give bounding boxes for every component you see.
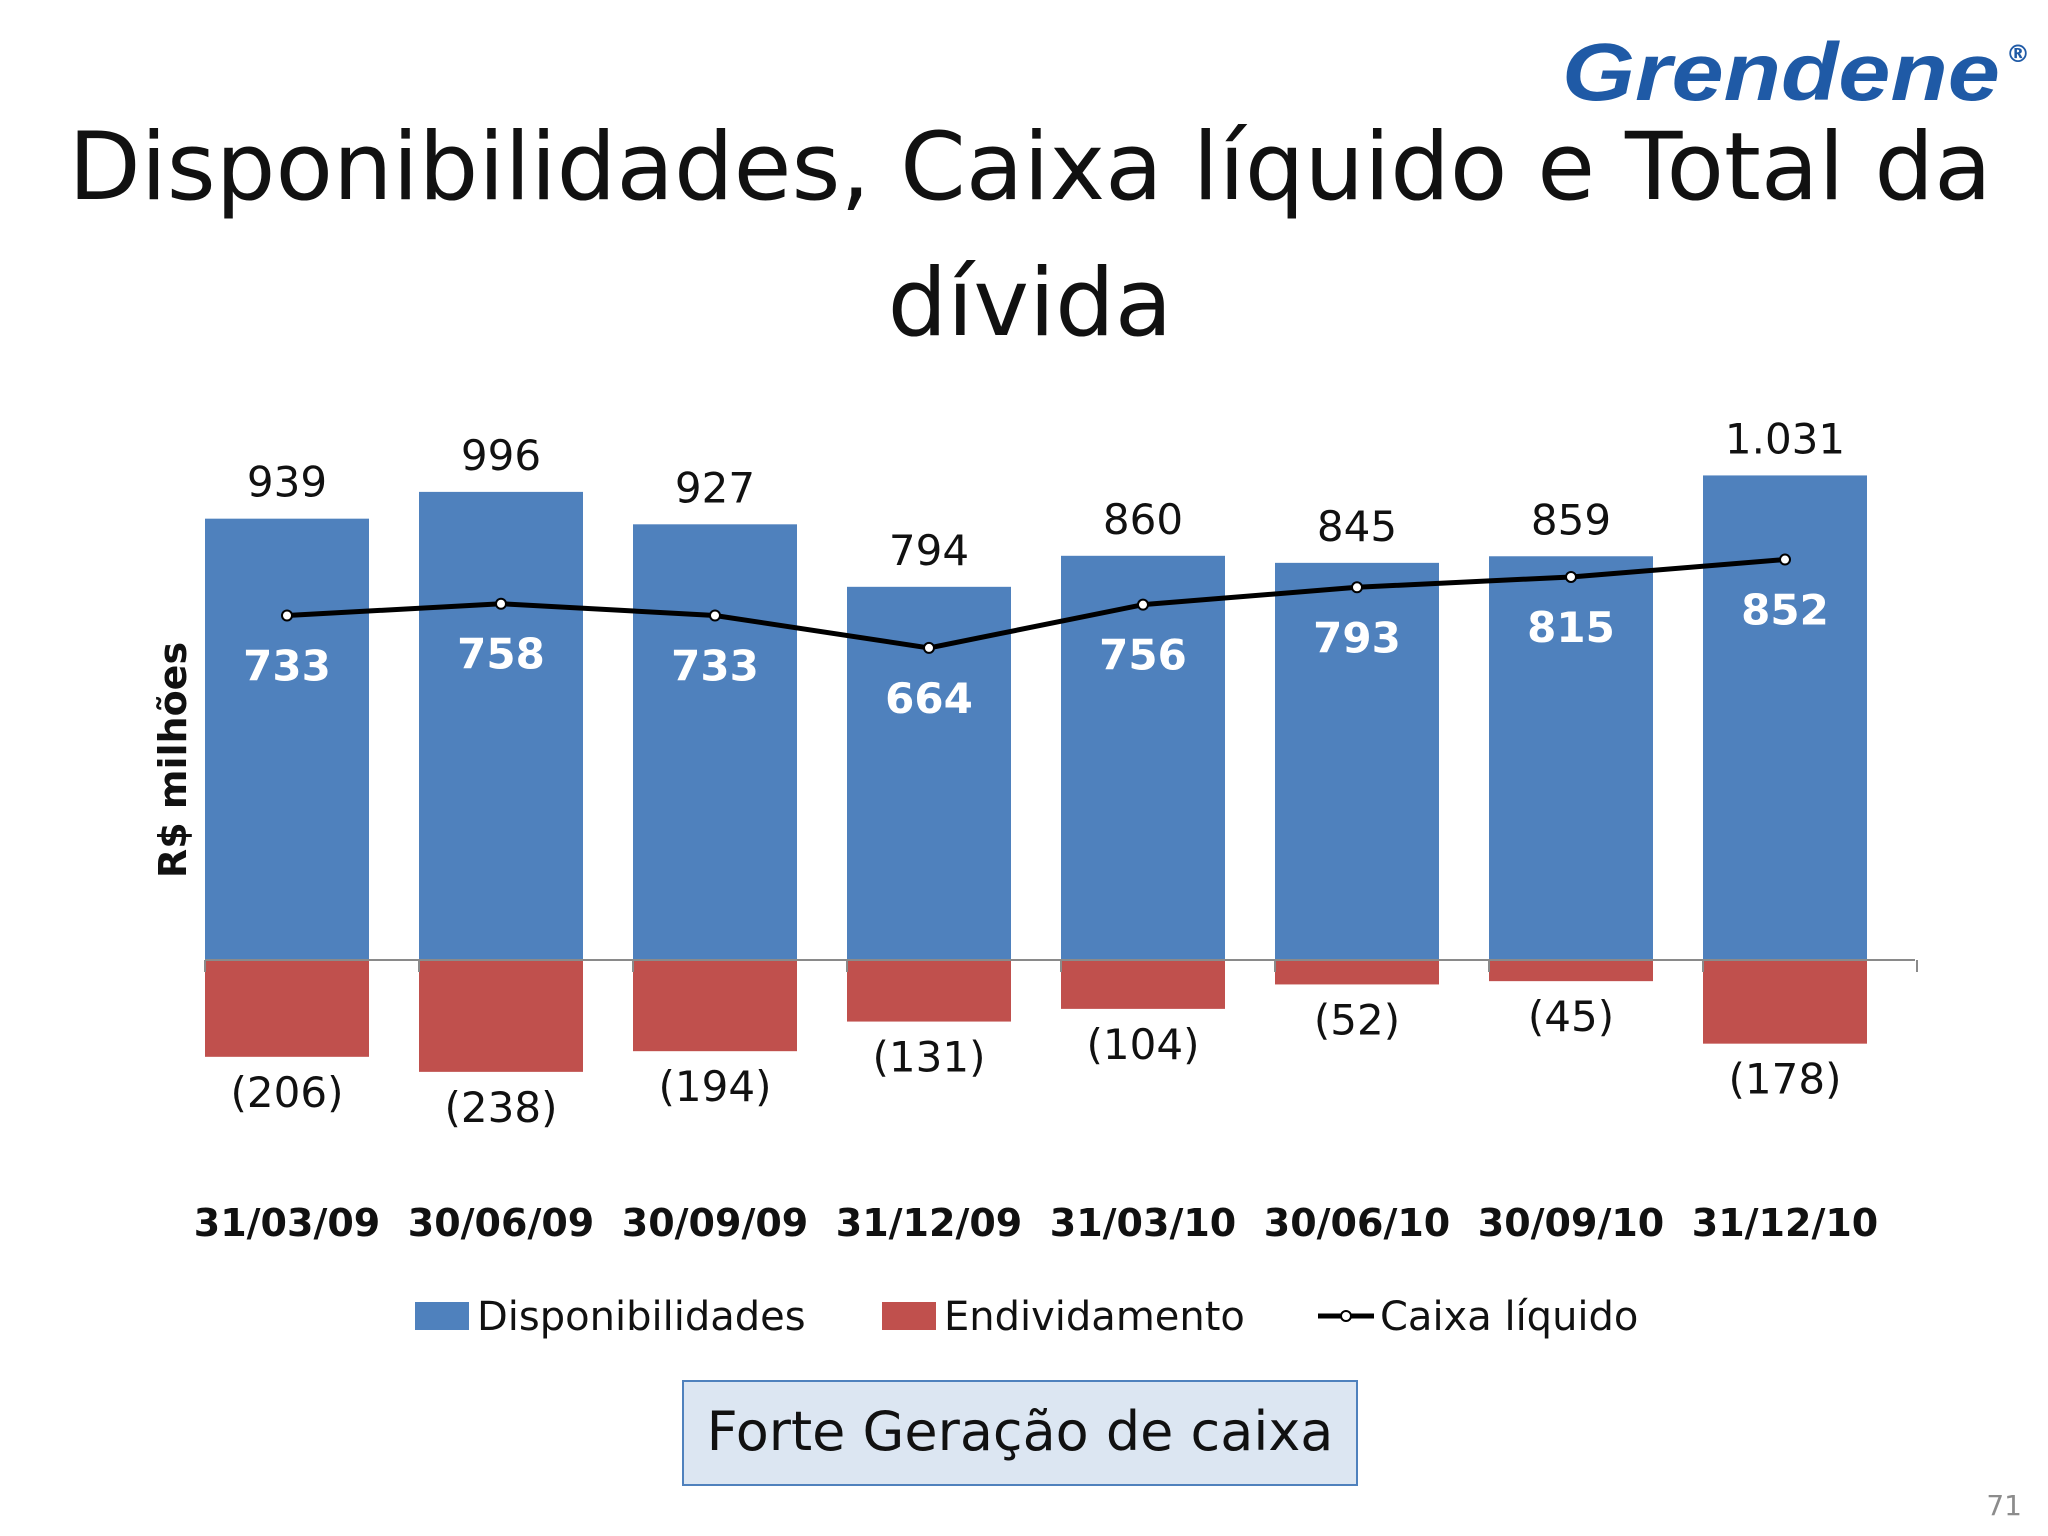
bar-disponibilidades — [419, 491, 583, 960]
data-label-endividamento: (238) — [445, 1083, 558, 1132]
data-label-caixa-liquido: 733 — [243, 641, 331, 690]
bar-disponibilidades — [1275, 562, 1439, 960]
bar-disponibilidades — [1703, 475, 1867, 960]
data-label-caixa-liquido: 852 — [1741, 586, 1829, 635]
logo-text: Grendene — [1562, 30, 2000, 110]
data-label-caixa-liquido: 756 — [1099, 631, 1187, 680]
bar-endividamento — [1061, 960, 1225, 1009]
x-tick-label: 30/09/10 — [1478, 1201, 1664, 1245]
legend-swatch-disponibilidades — [415, 1302, 469, 1330]
point-caixa-liquido — [923, 641, 935, 654]
page-number: 71 — [1986, 1489, 2022, 1522]
point-caixa-liquido — [1779, 553, 1791, 566]
x-tick-label: 30/09/09 — [622, 1201, 808, 1245]
slide-title: Disponibilidades, Caixa líquido e Total … — [68, 113, 1992, 358]
grendene-logo: Grendene ® — [1562, 30, 2030, 110]
data-label-disponibilidades: 859 — [1531, 495, 1611, 544]
legend-marker-caixa-liquido — [1340, 1310, 1352, 1322]
data-label-endividamento: (178) — [1729, 1055, 1842, 1104]
data-label-caixa-liquido: 664 — [885, 674, 973, 723]
point-caixa-liquido — [495, 597, 507, 610]
legend-label-caixa-liquido: Caixa líquido — [1380, 1294, 1638, 1340]
bar-endividamento — [1275, 960, 1439, 985]
data-label-disponibilidades: 794 — [889, 526, 969, 575]
data-label-endividamento: (131) — [873, 1033, 986, 1082]
data-label-disponibilidades: 996 — [461, 431, 541, 480]
data-label-disponibilidades: 939 — [247, 458, 327, 507]
data-label-endividamento: (194) — [659, 1062, 772, 1111]
x-tick-label: 30/06/10 — [1264, 1201, 1450, 1245]
point-caixa-liquido — [709, 609, 721, 622]
callout-box: Forte Geração de caixa — [682, 1380, 1358, 1486]
data-label-disponibilidades: 927 — [675, 463, 755, 512]
x-tick-label: 31/03/09 — [194, 1201, 380, 1245]
data-label-caixa-liquido: 793 — [1313, 613, 1401, 662]
data-label-disponibilidades: 845 — [1317, 502, 1397, 551]
bar-endividamento — [1489, 960, 1653, 982]
bar-endividamento — [1703, 960, 1867, 1044]
registered-mark: ® — [2006, 40, 2030, 68]
data-label-caixa-liquido: 758 — [457, 630, 545, 679]
bar-endividamento — [205, 960, 369, 1057]
data-label-endividamento: (206) — [231, 1068, 344, 1117]
point-caixa-liquido — [1351, 581, 1363, 594]
data-label-caixa-liquido: 733 — [671, 641, 759, 690]
x-tick-label: 31/12/09 — [836, 1201, 1022, 1245]
data-label-endividamento: (45) — [1528, 992, 1614, 1041]
data-label-caixa-liquido: 815 — [1527, 603, 1615, 652]
bar-disponibilidades — [205, 518, 369, 960]
bar-endividamento — [633, 960, 797, 1052]
point-caixa-liquido — [1565, 570, 1577, 583]
data-label-endividamento: (52) — [1314, 995, 1400, 1044]
x-tick-label: 31/12/10 — [1692, 1201, 1878, 1245]
bar-disponibilidades — [1489, 556, 1653, 960]
point-caixa-liquido — [1137, 598, 1149, 611]
legend-label-endividamento: Endividamento — [944, 1294, 1245, 1340]
data-label-disponibilidades: 860 — [1103, 495, 1183, 544]
data-label-endividamento: (104) — [1087, 1020, 1200, 1069]
x-tick-label: 30/06/09 — [408, 1201, 594, 1245]
bar-endividamento — [847, 960, 1011, 1022]
bar-endividamento — [419, 960, 583, 1072]
point-caixa-liquido — [281, 609, 293, 622]
bar-disponibilidades — [633, 524, 797, 960]
legend-label-disponibilidades: Disponibilidades — [477, 1294, 806, 1340]
y-axis-label: R$ milhões — [151, 642, 195, 878]
callout-text: Forte Geração de caixa — [706, 1400, 1334, 1463]
legend-swatch-endividamento — [882, 1302, 936, 1330]
line-caixa-liquido — [286, 557, 1786, 651]
x-tick-label: 31/03/10 — [1050, 1201, 1236, 1245]
bar-disponibilidades — [1061, 555, 1225, 960]
data-label-disponibilidades: 1.031 — [1725, 414, 1845, 463]
